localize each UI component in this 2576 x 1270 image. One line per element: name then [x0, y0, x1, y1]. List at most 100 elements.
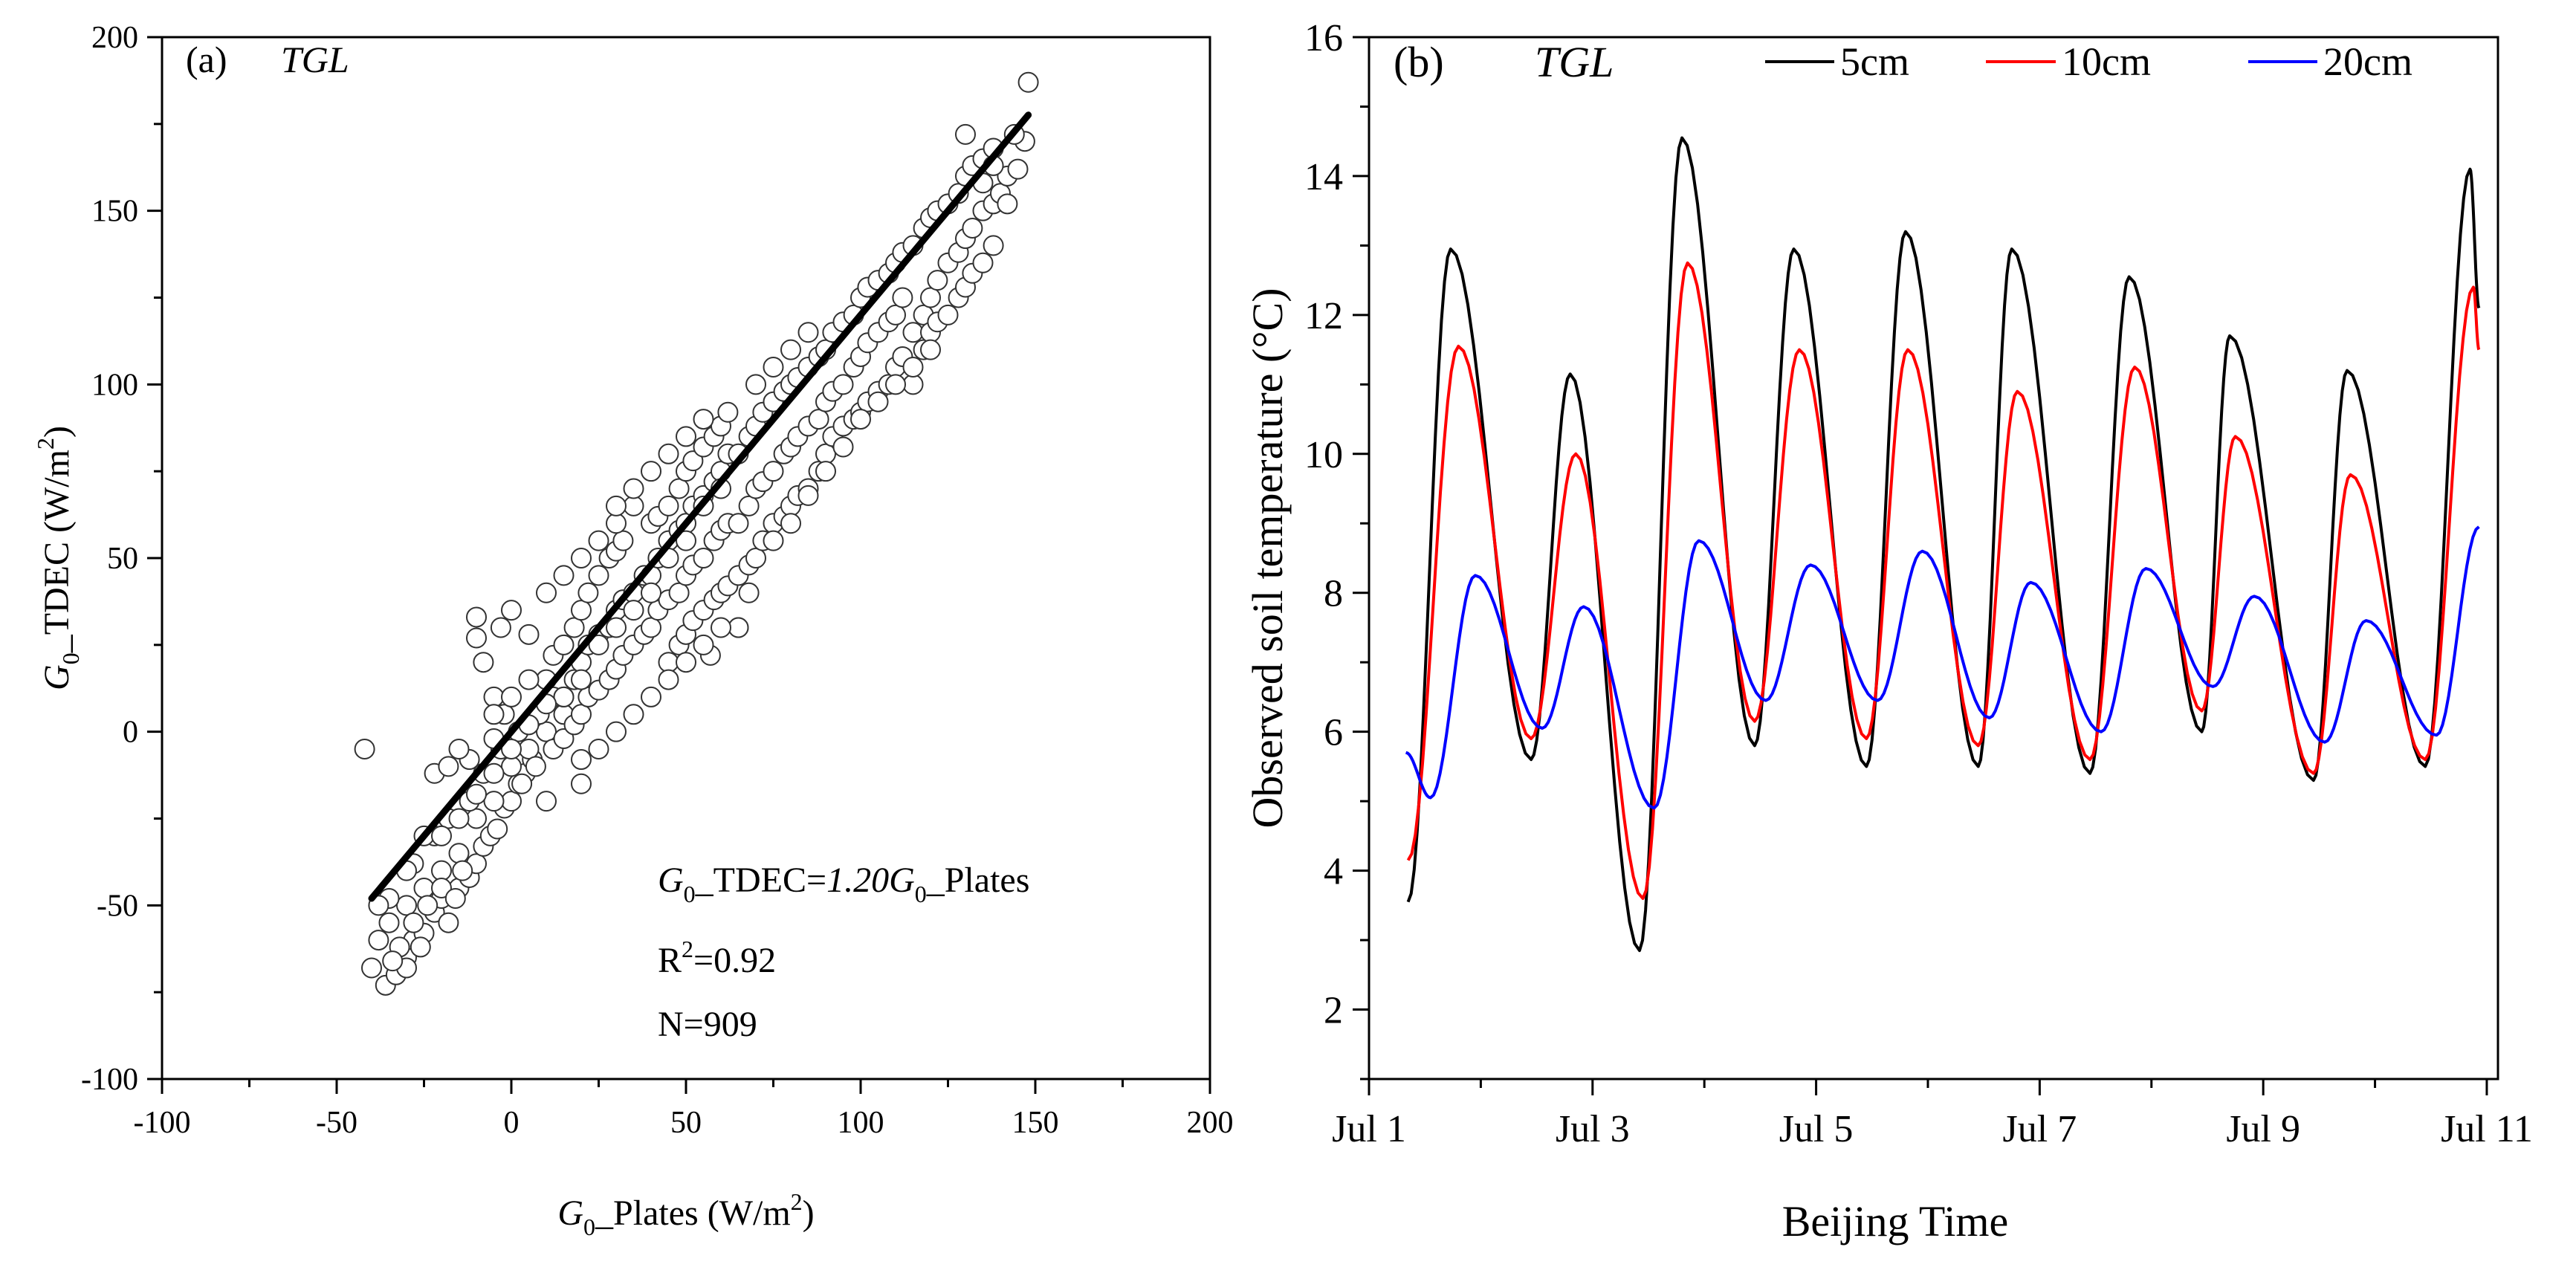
- y-tick-label: 100: [91, 368, 138, 402]
- y-title-symbol: G: [37, 664, 77, 690]
- data-point: [780, 339, 801, 360]
- data-point: [501, 791, 522, 812]
- data-point: [808, 409, 829, 430]
- data-point: [693, 634, 714, 655]
- data-point: [518, 623, 540, 645]
- scatter-y-axis-title: G0_TDEC (W/m2): [32, 426, 84, 690]
- eq-rhs-symbol: G: [889, 861, 915, 900]
- data-point: [452, 860, 473, 881]
- data-point: [606, 721, 627, 742]
- data-point: [588, 530, 609, 551]
- data-point: [588, 565, 609, 586]
- data-point: [396, 895, 417, 916]
- data-point: [745, 548, 766, 568]
- data-point: [606, 513, 627, 534]
- data-point: [448, 843, 470, 864]
- data-point: [473, 652, 494, 673]
- data-point: [983, 235, 1004, 256]
- x-tick-label: Jul 7: [2003, 1108, 2077, 1150]
- y-tick-label: 16: [1304, 17, 1343, 59]
- data-point: [867, 391, 889, 412]
- data-point: [361, 957, 382, 979]
- data-point: [797, 322, 819, 343]
- x-title-close: ): [803, 1193, 815, 1233]
- y-tick-label: -50: [97, 889, 138, 923]
- data-point: [588, 739, 609, 760]
- r2-prefix: R: [658, 941, 682, 980]
- data-point: [815, 443, 836, 464]
- y-tick-label: 50: [107, 542, 138, 576]
- data-point: [832, 374, 854, 395]
- data-point: [997, 193, 1018, 215]
- data-point: [738, 495, 760, 516]
- line-site-label: TGL: [1535, 38, 1614, 86]
- line-series: [1405, 136, 2481, 953]
- x-tick-label: -50: [316, 1106, 357, 1140]
- data-point: [815, 461, 836, 482]
- eq-rhs-subscript: 0: [915, 881, 927, 907]
- data-point: [501, 739, 522, 760]
- data-point: [668, 582, 690, 603]
- y-tick-label: 6: [1324, 712, 1343, 754]
- fit-equation: G0_TDEC=1.20G0_Plates: [658, 861, 1029, 907]
- data-point: [902, 374, 924, 395]
- scatter-fit-line: [368, 111, 1032, 902]
- data-point: [525, 756, 546, 777]
- data-point: [417, 895, 438, 916]
- data-point: [623, 600, 644, 621]
- data-point: [763, 530, 784, 551]
- data-point: [658, 443, 679, 464]
- scatter-panel-label: (a): [186, 39, 227, 80]
- data-point: [487, 818, 508, 840]
- data-point: [920, 287, 941, 308]
- data-point: [448, 808, 470, 829]
- data-point: [571, 669, 592, 690]
- data-point: [676, 426, 696, 447]
- data-point: [518, 669, 540, 690]
- data-point: [693, 548, 714, 568]
- data-point: [641, 617, 661, 638]
- data-point: [553, 634, 575, 655]
- scatter-points: [354, 71, 1039, 996]
- line-panel: 2 4 6 8 10 12 14 16 Jul 1 Jul 3 Jul 5 Jul 7 Jul 9 Jul…: [1243, 17, 2533, 1245]
- legend: 5cm 10cm 20cm: [1765, 39, 2412, 84]
- data-point: [623, 495, 644, 516]
- data-point: [1017, 71, 1039, 93]
- data-point: [444, 887, 466, 909]
- data-point: [588, 634, 609, 655]
- data-point: [728, 617, 749, 638]
- x-tick-label: -100: [134, 1106, 191, 1140]
- line-ticks: 2 4 6 8 10 12 14 16 Jul 1 Jul 3 Jul 5 Jul 7 Jul 9 Jul…: [1304, 17, 2533, 1150]
- y-tick-label: 4: [1324, 851, 1343, 893]
- data-point: [501, 600, 522, 621]
- data-point: [536, 721, 557, 742]
- eq-coefficient: 1.20: [826, 861, 889, 900]
- line-plot-frame: [1368, 36, 2499, 1081]
- data-point: [466, 808, 487, 829]
- data-point: [606, 495, 627, 516]
- data-point: [738, 582, 760, 603]
- data-point: [955, 123, 976, 145]
- data-point: [641, 582, 661, 603]
- data-point: [682, 450, 704, 472]
- data-point: [577, 582, 599, 603]
- data-point: [797, 485, 819, 506]
- sample-size: N=909: [658, 1005, 757, 1044]
- data-point: [431, 877, 452, 898]
- series-line-20cm: [1405, 525, 2480, 810]
- data-point: [563, 617, 585, 638]
- data-point: [518, 739, 540, 760]
- data-point: [571, 704, 592, 725]
- y-title-subscript: 0: [57, 652, 84, 664]
- y-title-text: _TDEC (W/m: [37, 450, 77, 653]
- eq-rhs-text: _Plates: [926, 861, 1030, 900]
- x-tick-label: 150: [1012, 1106, 1059, 1140]
- data-point: [763, 356, 784, 378]
- data-point: [483, 791, 505, 812]
- data-point: [676, 530, 696, 551]
- data-point: [466, 606, 487, 628]
- data-point: [641, 461, 661, 482]
- y-tick-label: 10: [1304, 434, 1343, 476]
